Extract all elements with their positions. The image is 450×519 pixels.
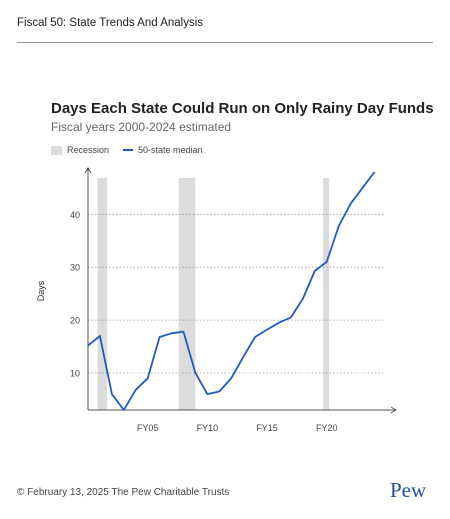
y-tick-label-10: 10 bbox=[70, 368, 80, 378]
x-tick-label-fy15: FY15 bbox=[256, 423, 278, 433]
recession-band-1 bbox=[97, 178, 108, 410]
legend-series-line bbox=[123, 149, 134, 151]
y-tick-label-40: 40 bbox=[70, 210, 80, 220]
legend-recession-label: Recession bbox=[67, 145, 110, 155]
legend-series-label: 50-state median bbox=[138, 145, 203, 155]
x-axis-arrow bbox=[390, 406, 397, 414]
y-axis-arrow bbox=[84, 167, 92, 174]
header-divider bbox=[17, 42, 433, 43]
recession-band-2 bbox=[178, 178, 196, 410]
page-header-title: Fiscal 50: State Trends And Analysis bbox=[17, 17, 204, 29]
y-tick-label-20: 20 bbox=[70, 316, 80, 326]
y-axis-title: Days bbox=[36, 280, 46, 301]
y-tick-label-30: 30 bbox=[70, 263, 80, 273]
x-tick-label-fy20: FY20 bbox=[316, 423, 338, 433]
recession-band-3 bbox=[323, 178, 330, 410]
legend-recession-swatch bbox=[51, 145, 62, 155]
pew-logo: Pew bbox=[390, 478, 427, 502]
copyright-text: © February 13, 2025 The Pew Charitable T… bbox=[17, 487, 230, 498]
chart-legend: Recession 50-state median bbox=[51, 145, 203, 155]
x-tick-label-fy05: FY05 bbox=[137, 423, 159, 433]
chart-title: Days Each State Could Run on Only Rainy … bbox=[51, 100, 434, 117]
chart-subtitle: Fiscal years 2000-2024 estimated bbox=[51, 120, 232, 134]
x-tick-label-fy10: FY10 bbox=[197, 423, 219, 433]
series-line-median bbox=[87, 171, 376, 411]
